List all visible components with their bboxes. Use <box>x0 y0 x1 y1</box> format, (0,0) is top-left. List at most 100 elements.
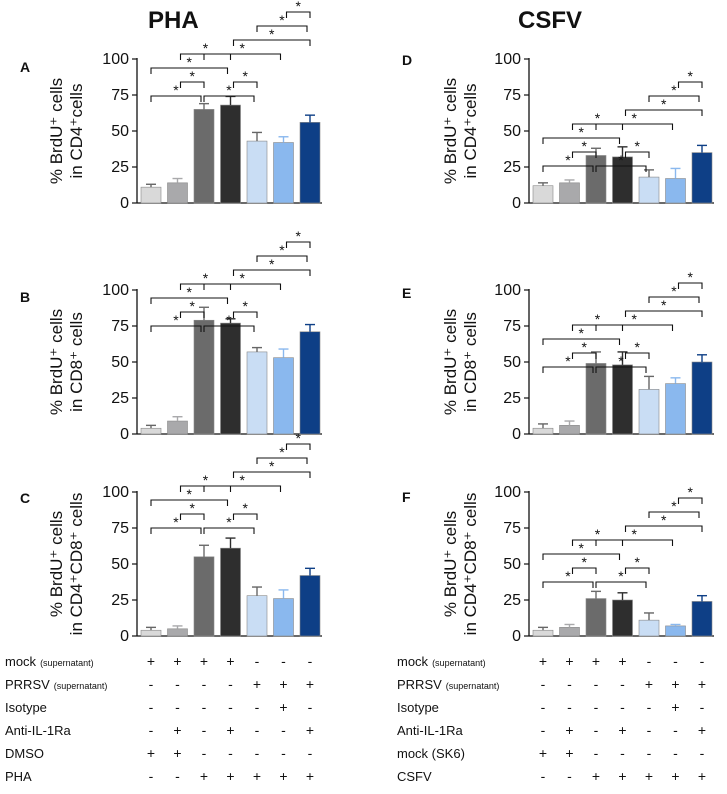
condition-label-right: Anti-IL-1Ra <box>397 723 464 738</box>
panel-d-significance-bracket <box>571 151 597 158</box>
panel-d-bar <box>638 176 660 204</box>
title-pha: PHA <box>148 7 199 34</box>
panel-a-bar <box>220 104 241 204</box>
condition-sign-right: + <box>698 722 706 738</box>
panel-a-y-tick-label: 100 <box>102 51 129 68</box>
condition-sign-right: - <box>700 745 705 761</box>
condition-sign-left: - <box>175 699 180 715</box>
panel-f-significance-bracket <box>624 525 703 532</box>
panel-f-significance-bracket <box>648 511 700 518</box>
panel-d-significance-bracket <box>624 109 703 116</box>
condition-sign-left: - <box>202 745 207 761</box>
panel-b-significance-bracket <box>150 325 202 332</box>
condition-sign-right: + <box>565 722 573 738</box>
panel-a-significance-star: * <box>190 68 196 84</box>
panel-b-y-tick-label: 25 <box>111 390 129 407</box>
panel-d-significance-star: * <box>565 152 571 168</box>
panel-f-bar <box>638 619 660 637</box>
condition-sign-right: - <box>647 699 652 715</box>
condition-label-left: PHA <box>5 769 32 784</box>
panel-f-significance-bracket <box>542 581 594 588</box>
panel-a-y-tick-label: 25 <box>111 159 129 176</box>
panel-letter-c: C <box>20 490 30 506</box>
panel-d-bar <box>532 185 554 204</box>
panel-f-y-tick-label: 75 <box>503 520 521 537</box>
panel-a-significance-bracket <box>203 95 255 102</box>
panel-d-bar <box>691 152 713 204</box>
panel-e-significance-star: * <box>582 339 588 355</box>
panel-e-y-tick-label: 75 <box>503 318 521 335</box>
panel-f-bar <box>532 629 554 637</box>
title-csfv: CSFV <box>518 7 582 34</box>
condition-sign-left: + <box>253 768 261 784</box>
panel-f-bar <box>559 627 580 637</box>
panel-e-significance-bracket <box>542 366 594 373</box>
panel-b-y-tick-label: 0 <box>120 426 129 443</box>
condition-sign-left: - <box>255 699 260 715</box>
condition-sign-left: + <box>200 653 208 669</box>
panel-d-significance-star: * <box>671 82 677 98</box>
panel-f-significance-star: * <box>579 540 585 556</box>
condition-label-right: Isotype <box>397 700 439 715</box>
condition-sign-left: - <box>228 699 233 715</box>
condition-label-left: PRRSV (supernatant) <box>5 677 107 692</box>
panel-d-bar <box>665 178 686 204</box>
panel-e-significance-star: * <box>618 353 624 369</box>
panel-e-significance-bracket <box>648 296 700 303</box>
panel-b-significance-bracket <box>179 311 205 318</box>
panel-b-bar <box>299 331 321 435</box>
panel-e-bar <box>638 389 660 435</box>
panel-a-significance-bracket <box>232 81 258 88</box>
condition-sign-left: + <box>306 768 314 784</box>
panel-a-significance-bracket <box>285 11 311 18</box>
condition-sign-right: - <box>647 745 652 761</box>
panel-b-significance-bracket <box>285 241 311 248</box>
condition-label-left: Isotype <box>5 700 47 715</box>
condition-sign-right: - <box>567 676 572 692</box>
panel-a-significance-star: * <box>187 54 193 70</box>
condition-sign-right: - <box>647 722 652 738</box>
panel-a-bar <box>193 109 215 204</box>
condition-sign-left: - <box>308 653 313 669</box>
condition-sign-right: - <box>541 722 546 738</box>
condition-label-left: DMSO <box>5 746 44 761</box>
panel-e-y-tick-label: 25 <box>503 390 521 407</box>
panel-b-significance-bracket <box>256 255 308 262</box>
panel-c-significance-bracket <box>232 471 311 478</box>
panel-c-chart: 0 25 50 75 100 % BrdU⁺ cells in CD4⁺CD8⁺ cells… <box>47 430 322 645</box>
panel-c-bar <box>299 575 321 637</box>
condition-sign-right: + <box>698 676 706 692</box>
condition-label-left: Anti-IL-1Ra <box>5 723 72 738</box>
panel-b-significance-star: * <box>226 312 232 328</box>
panel-a-y-tick-label: 75 <box>111 87 129 104</box>
panel-a-bar <box>246 140 268 204</box>
panel-a-significance-star: * <box>269 26 275 42</box>
condition-sign-left: - <box>308 745 313 761</box>
panel-a-significance-bracket <box>203 53 282 60</box>
panel-c-bar <box>140 629 162 637</box>
panel-letter-d: D <box>402 52 412 68</box>
condition-sign-right: + <box>671 699 679 715</box>
condition-sign-right: + <box>592 653 600 669</box>
panel-c-significance-bracket <box>150 527 202 534</box>
condition-sign-right: - <box>541 768 546 784</box>
panel-b-bar <box>167 420 188 435</box>
condition-label-right: mock (supernatant) <box>397 654 486 669</box>
condition-sign-right: - <box>594 722 599 738</box>
panel-d-significance-star: * <box>661 96 667 112</box>
condition-sign-right: - <box>541 699 546 715</box>
condition-sign-left: - <box>202 676 207 692</box>
panel-c-significance-star: * <box>173 514 179 530</box>
panel-f-significance-star: * <box>565 568 571 584</box>
panel-b-y-tick-label: 50 <box>111 354 129 371</box>
condition-sign-right: + <box>671 768 679 784</box>
panel-b-significance-star: * <box>279 242 285 258</box>
panel-f-bar <box>612 599 633 637</box>
condition-sign-right: + <box>618 653 626 669</box>
panel-a-y-axis-label: % BrdU⁺ cells <box>47 78 66 184</box>
panel-e-significance-bracket <box>624 352 650 359</box>
condition-sign-right: - <box>594 676 599 692</box>
